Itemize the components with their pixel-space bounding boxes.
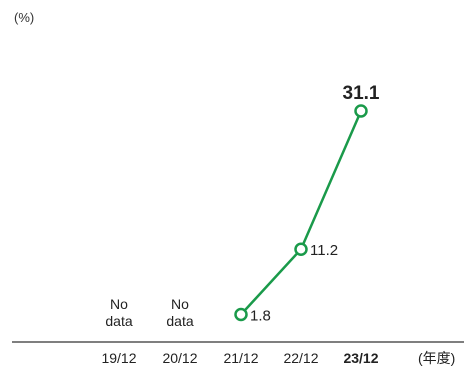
- y-unit-label: (%): [14, 10, 34, 25]
- x-unit-label: (年度): [418, 350, 455, 366]
- x-tick-19-12: 19/12: [101, 350, 136, 366]
- no-data-label-line1: No: [110, 296, 128, 312]
- no-data-label-line2: data: [166, 313, 193, 329]
- x-tick-21-12: 21/12: [223, 350, 258, 366]
- x-tick-22-12: 22/12: [283, 350, 318, 366]
- x-tick-23-12: 23/12: [343, 350, 378, 366]
- series-line: [240, 110, 363, 316]
- data-point-21-12: [234, 307, 248, 322]
- series-group: 1.8 11.2 31.1: [234, 83, 380, 324]
- no-data-label-line1: No: [171, 296, 189, 312]
- x-tick-labels: 19/12 20/12 21/12 22/12 23/12: [101, 350, 378, 366]
- data-label-21-12: 1.8: [250, 307, 271, 324]
- data-label-23-12: 31.1: [343, 83, 380, 104]
- x-tick-20-12: 20/12: [162, 350, 197, 366]
- data-point-22-12: [294, 242, 308, 256]
- data-label-22-12: 11.2: [310, 242, 338, 259]
- no-data-label-line2: data: [105, 313, 132, 329]
- data-point-23-12: [354, 104, 368, 118]
